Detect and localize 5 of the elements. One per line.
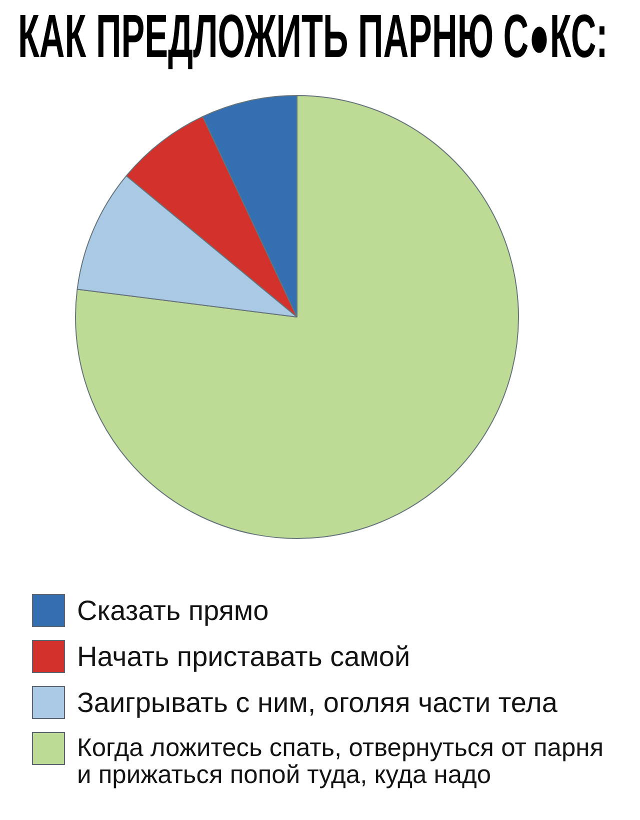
- legend-label: Заигрывать с ним, оголяя части тела: [77, 686, 558, 718]
- legend-label: Сказать прямо: [77, 594, 269, 626]
- legend-label: Когда ложитесь спать, отвернуться от парня и прижаться попой туда, куда надо: [77, 733, 605, 789]
- chart-title: КАК ПРЕДЛОЖИТЬ ПАРНЮ С●КС:: [18, 2, 608, 70]
- legend-label: Начать приставать самой: [77, 640, 410, 672]
